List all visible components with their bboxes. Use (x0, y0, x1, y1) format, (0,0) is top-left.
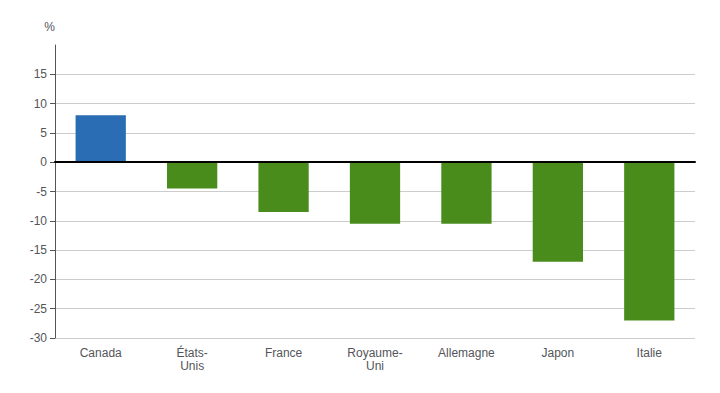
svg-text:-20: -20 (30, 272, 48, 286)
svg-text:10: 10 (34, 97, 48, 111)
svg-text:0: 0 (40, 155, 47, 169)
svg-text:-5: -5 (36, 185, 47, 199)
svg-text:%: % (44, 20, 55, 34)
svg-text:-15: -15 (30, 243, 48, 257)
svg-text:Uni: Uni (366, 359, 384, 373)
svg-text:-10: -10 (30, 214, 48, 228)
svg-text:5: 5 (40, 126, 47, 140)
svg-text:France: France (265, 346, 303, 360)
svg-text:Italie: Italie (637, 346, 663, 360)
svg-text:Canada: Canada (80, 346, 122, 360)
svg-text:États-: États- (176, 345, 207, 360)
svg-text:Allemagne: Allemagne (438, 346, 495, 360)
svg-text:Japon: Japon (542, 346, 575, 360)
svg-text:Unis: Unis (180, 359, 204, 373)
svg-text:15: 15 (34, 67, 48, 81)
svg-text:-30: -30 (30, 331, 48, 345)
svg-text:-25: -25 (30, 302, 48, 316)
svg-text:Royaume-: Royaume- (347, 346, 402, 360)
